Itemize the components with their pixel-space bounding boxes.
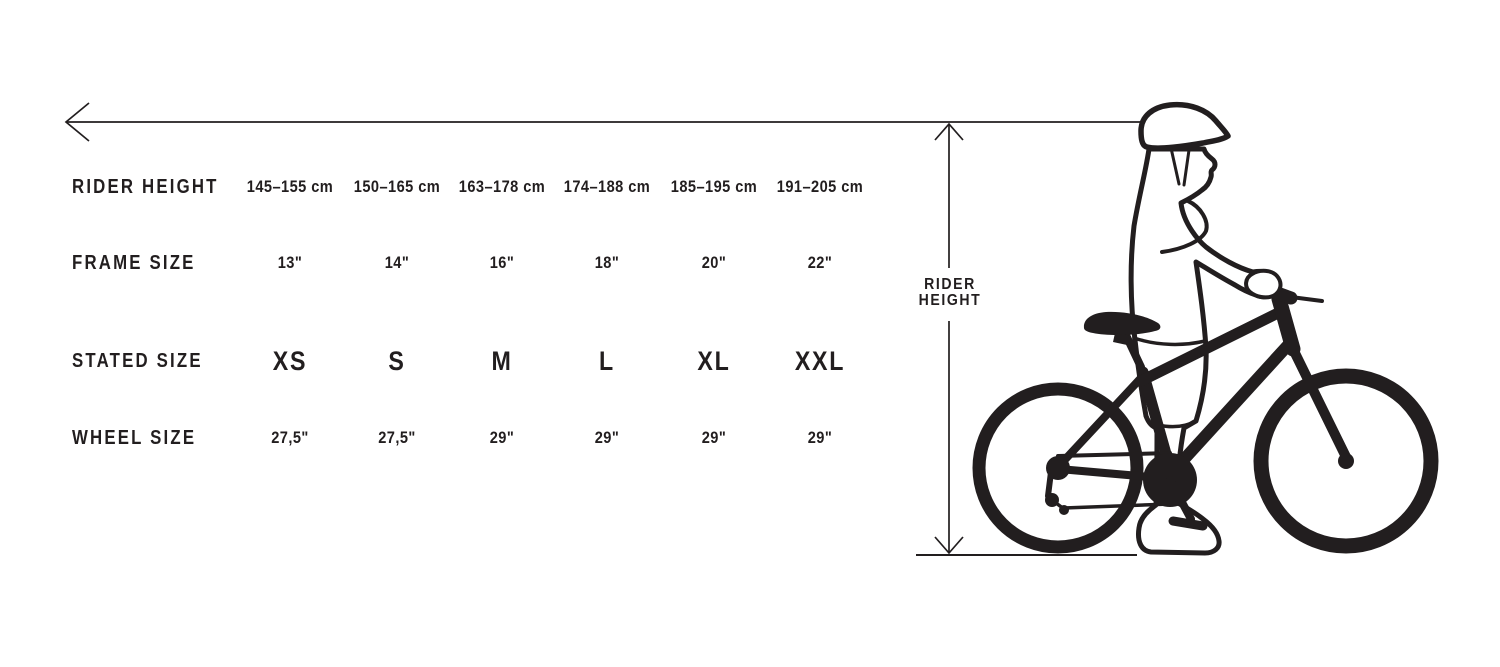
rider-height-value-xxl: 191–205 cm [776,177,864,196]
bike-drivetrain [1045,451,1354,531]
wheel-size-value-xxl: 29" [807,428,833,447]
row-wheel-size: WHEEL SIZE 27,5" 27,5" 29" 29" 29" 29" [0,418,1500,458]
stated-size-value-xxl: XXL [794,346,846,376]
rider-height-value-s: 150–165 cm [353,177,441,196]
rider-height-value-xs: 145–155 cm [246,177,334,196]
stated-size-value-xl: XL [697,346,731,376]
row-stated-size: STATED SIZE XS S M L XL XXL [0,341,1500,381]
vertical-measure-arrow [934,122,964,555]
rider-helmet [1138,101,1231,151]
stated-size-value-xs: XS [272,346,308,376]
row-label-stated-size: STATED SIZE [72,350,203,372]
frame-size-value-l: 18" [594,253,620,272]
wheel-size-value-m: 29" [489,428,515,447]
row-label-frame-size: FRAME SIZE [72,252,196,274]
wheel-size-value-s: 27,5" [378,428,416,447]
frame-size-value-xs: 13" [277,253,303,272]
frame-size-value-s: 14" [384,253,410,272]
rider-height-dimension-label: RIDER HEIGHT [909,277,992,309]
bike-illustration [972,268,1439,554]
rider-waist-line [1132,336,1207,347]
bike-saddle [1083,311,1161,336]
rider-height-value-m: 163–178 cm [458,177,546,196]
rider-helmet-strap [1169,146,1191,187]
horizontal-measure-arrow [64,102,1142,142]
row-label-wheel-size: WHEEL SIZE [72,427,197,449]
rider-height-dimension-label-line2: HEIGHT [918,292,982,309]
stated-size-value-s: S [388,346,406,376]
stated-size-value-m: M [491,346,513,376]
rider-height-value-xl: 185–195 cm [670,177,758,196]
rider-sleeve-line [1160,199,1209,254]
wheel-size-value-l: 29" [594,428,620,447]
bike-front-hub [1338,453,1354,469]
bike-seat-clamp [1113,333,1131,345]
frame-size-value-xxl: 22" [807,253,833,272]
rider-hand [1244,268,1283,300]
frame-size-value-xl: 20" [701,253,727,272]
bike-rear-wheel [972,382,1144,554]
frame-size-value-m: 16" [489,253,515,272]
rider-height-dimension-label-line1: RIDER [924,276,976,293]
row-label-rider-height: RIDER HEIGHT [72,176,219,198]
wheel-size-value-xl: 29" [701,428,727,447]
row-rider-height: RIDER HEIGHT 145–155 cm 150–165 cm 163–1… [0,167,1500,207]
wheel-size-value-xs: 27,5" [271,428,309,447]
stated-size-value-l: L [599,346,615,376]
rider-height-value-l: 174–188 cm [563,177,651,196]
bike-front-wheel [1253,368,1439,554]
row-frame-size: FRAME SIZE 13" 14" 16" 18" 20" 22" [0,243,1500,283]
